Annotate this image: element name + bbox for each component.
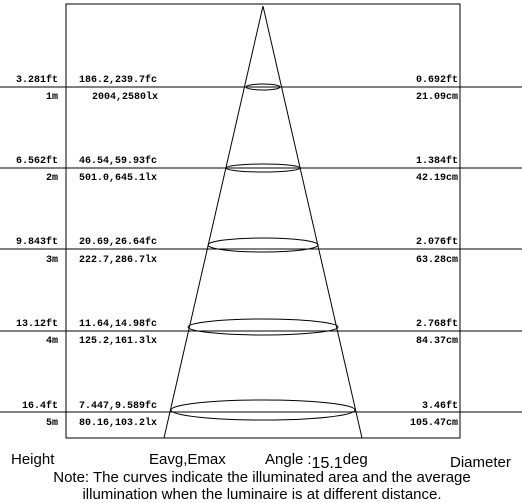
illuminated-area-ellipse — [207, 237, 319, 253]
beam-angle-caption: Angle:15.1deg — [265, 451, 368, 472]
illuminance-lux-label: 2004,2580lx — [92, 91, 158, 103]
diameter-ft-label: 3.46ft — [422, 400, 458, 412]
height-m-label: 1m — [46, 92, 58, 103]
height-ft-label: 6.562ft — [16, 155, 58, 167]
diameter-ft-label: 0.692ft — [416, 74, 458, 86]
height-ft-label: 13.12ft — [16, 318, 58, 330]
diameter-cm-label: 42.19cm — [416, 173, 458, 184]
illuminance-caption: Eavg,Emax — [149, 451, 226, 468]
illuminance-fc-label: 46.54,59.93fc — [79, 155, 157, 167]
distance-row-4m: 13.12ft 4m 11.64,14.98fc 125.2,161.3lx 2… — [0, 318, 522, 347]
angle-value: 15.1 — [312, 455, 343, 472]
height-m-label: 2m — [46, 173, 58, 184]
note-line-2: illumination when the luminaire is at di… — [82, 486, 441, 503]
distance-row-2m: 6.562ft 2m 46.54,59.93fc 501.0,645.1lx 1… — [0, 155, 522, 184]
illuminance-fc-label: 20.69,26.64fc — [79, 236, 157, 248]
height-m-label: 5m — [46, 418, 58, 429]
illuminance-lux-label: 501.0,645.1lx — [79, 172, 157, 184]
illuminated-area-ellipse — [245, 83, 281, 91]
height-m-label: 4m — [46, 336, 58, 347]
distance-row-3m: 9.843ft 3m 20.69,26.64fc 222.7,286.7lx 2… — [0, 236, 522, 266]
beam-left-edge — [163, 5, 264, 439]
illuminance-lux-label: 222.7,286.7lx — [79, 254, 157, 266]
diameter-cm-label: 63.28cm — [416, 255, 458, 266]
beam-right-edge — [262, 5, 363, 439]
illuminance-fc-label: 7.447,9.589fc — [79, 400, 157, 412]
diameter-ft-label: 2.076ft — [416, 236, 458, 248]
illuminance-lux-label: 80.16,103.2lx — [79, 417, 157, 429]
height-ft-label: 3.281ft — [16, 74, 58, 86]
illuminated-area-ellipse — [170, 399, 356, 421]
illuminance-fc-label: 186.2,239.7fc — [79, 74, 157, 86]
diameter-cm-label: 84.37cm — [416, 336, 458, 347]
diameter-ft-label: 1.384ft — [416, 155, 458, 167]
diameter-ft-label: 2.768ft — [416, 318, 458, 330]
illuminated-area-ellipse — [187, 318, 339, 336]
distance-row-5m: 16.4ft 5m 7.447,9.589fc 80.16,103.2lx 3.… — [0, 399, 522, 429]
height-caption: Height — [11, 451, 55, 468]
illuminance-lux-label: 125.2,161.3lx — [79, 335, 157, 347]
height-ft-label: 9.843ft — [16, 236, 58, 248]
angle-unit: deg — [343, 451, 368, 468]
height-ft-label: 16.4ft — [22, 400, 58, 412]
diameter-caption: Diameter — [450, 454, 511, 471]
diagram-frame — [65, 3, 461, 439]
diameter-cm-label: 105.47cm — [410, 418, 458, 429]
illuminance-fc-label: 11.64,14.98fc — [79, 318, 157, 330]
diameter-cm-label: 21.09cm — [416, 92, 458, 103]
angle-separator: : — [307, 451, 311, 468]
height-m-label: 3m — [46, 255, 58, 266]
distance-row-1m: 3.281ft 1m 186.2,239.7fc 2004,2580lx 0.6… — [0, 74, 522, 103]
illuminated-area-ellipse — [225, 163, 301, 173]
note-line-1: Note: The curves indicate the illuminate… — [53, 469, 470, 486]
angle-label: Angle — [265, 451, 303, 468]
